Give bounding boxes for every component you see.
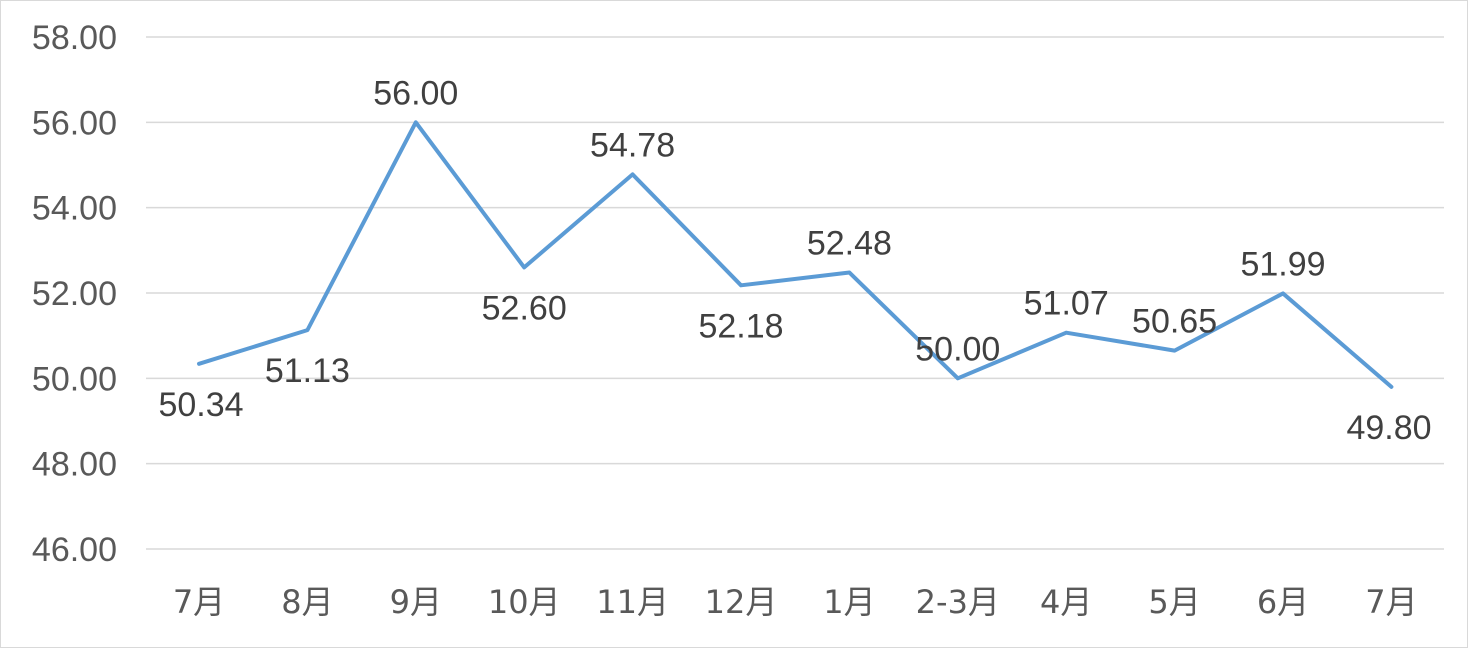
y-gridlines (146, 36, 1444, 550)
series-line (197, 120, 1394, 389)
data-label: 54.78 (590, 126, 675, 164)
data-label: 56.00 (373, 74, 458, 112)
y-tick-label: 48.00 (32, 446, 117, 484)
y-tick-label: 58.00 (32, 19, 117, 57)
x-axis-tick-labels: 7月 8月 9月 10月 11月 12月 1月 2-3月 4月 5月 6月 7月 (173, 583, 1418, 621)
data-label: 51.99 (1240, 245, 1325, 283)
x-tick-label: 12月 (705, 583, 778, 621)
data-label: 52.18 (698, 307, 783, 345)
y-tick-label: 56.00 (32, 104, 117, 142)
x-tick-label: 8月 (281, 583, 333, 621)
x-tick-label: 5月 (1148, 583, 1200, 621)
x-tick-label: 11月 (596, 583, 669, 621)
y-tick-label: 46.00 (32, 531, 117, 569)
x-tick-label: 2-3月 (916, 583, 1000, 621)
data-label: 50.00 (915, 330, 1000, 368)
data-labels: 50.34 51.13 56.00 52.60 54.78 52.18 52.48 50.00… (158, 74, 1431, 447)
x-tick-label: 7月 (1365, 583, 1417, 621)
y-tick-label: 54.00 (32, 190, 117, 228)
data-label: 51.13 (265, 352, 350, 390)
y-tick-label: 50.00 (32, 360, 117, 398)
y-tick-label: 52.00 (32, 275, 117, 313)
x-tick-label: 6月 (1257, 583, 1309, 621)
data-label: 51.07 (1024, 285, 1109, 323)
x-tick-label: 10月 (488, 583, 561, 621)
x-tick-label: 9月 (390, 583, 442, 621)
data-label: 50.65 (1132, 303, 1217, 341)
x-tick-label: 1月 (823, 583, 875, 621)
x-tick-label: 7月 (173, 583, 225, 621)
data-label: 52.48 (807, 225, 892, 263)
y-axis-tick-labels: 46.00 48.00 50.00 52.00 54.00 56.00 58.00 (32, 19, 117, 569)
x-tick-label: 4月 (1040, 583, 1092, 621)
data-label: 50.34 (158, 386, 243, 424)
data-label: 52.60 (482, 289, 567, 327)
data-label: 49.80 (1346, 409, 1431, 447)
